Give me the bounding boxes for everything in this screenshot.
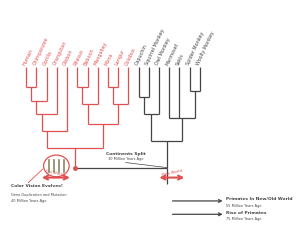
Text: Woolly Monkey: Woolly Monkey bbox=[195, 31, 215, 66]
Text: Old World: Old World bbox=[44, 169, 64, 177]
Text: Rhesus: Rhesus bbox=[73, 48, 85, 66]
Text: Langur: Langur bbox=[114, 48, 125, 66]
Text: 40 Million Years Ago: 40 Million Years Ago bbox=[11, 199, 46, 203]
Text: 55 Million Years Ago: 55 Million Years Ago bbox=[226, 204, 262, 208]
Text: Mangabey: Mangabey bbox=[93, 41, 109, 66]
Text: Capuchin: Capuchin bbox=[134, 43, 148, 66]
Text: Gibbon: Gibbon bbox=[63, 48, 74, 66]
Text: Spider Monkey: Spider Monkey bbox=[185, 31, 205, 66]
Text: Human: Human bbox=[22, 48, 34, 66]
Text: Rise of Primates: Rise of Primates bbox=[226, 211, 267, 215]
Text: Chimpanzee: Chimpanzee bbox=[32, 36, 50, 66]
Text: Orangutan: Orangutan bbox=[52, 40, 68, 66]
Text: Squirrel Monkey: Squirrel Monkey bbox=[144, 28, 166, 66]
Text: Marmoset: Marmoset bbox=[165, 42, 180, 66]
Text: Gorilla: Gorilla bbox=[42, 50, 53, 66]
Text: Primates In New/Old World: Primates In New/Old World bbox=[226, 197, 293, 201]
Text: Baboon: Baboon bbox=[83, 47, 95, 66]
Text: Sakis: Sakis bbox=[175, 52, 185, 66]
Text: Gene Duplication and Mutation: Gene Duplication and Mutation bbox=[11, 193, 66, 197]
Text: 75 Million Years Ago: 75 Million Years Ago bbox=[226, 217, 262, 221]
Text: Color Vision Evolves!: Color Vision Evolves! bbox=[11, 184, 63, 188]
Text: New World: New World bbox=[161, 169, 182, 177]
Text: 30 Million Years Ago: 30 Million Years Ago bbox=[108, 157, 144, 161]
Text: Continents Split: Continents Split bbox=[106, 152, 146, 156]
Text: Owl Monkey: Owl Monkey bbox=[154, 37, 172, 66]
Text: Colobus: Colobus bbox=[124, 46, 136, 66]
Text: Mona: Mona bbox=[103, 52, 114, 66]
